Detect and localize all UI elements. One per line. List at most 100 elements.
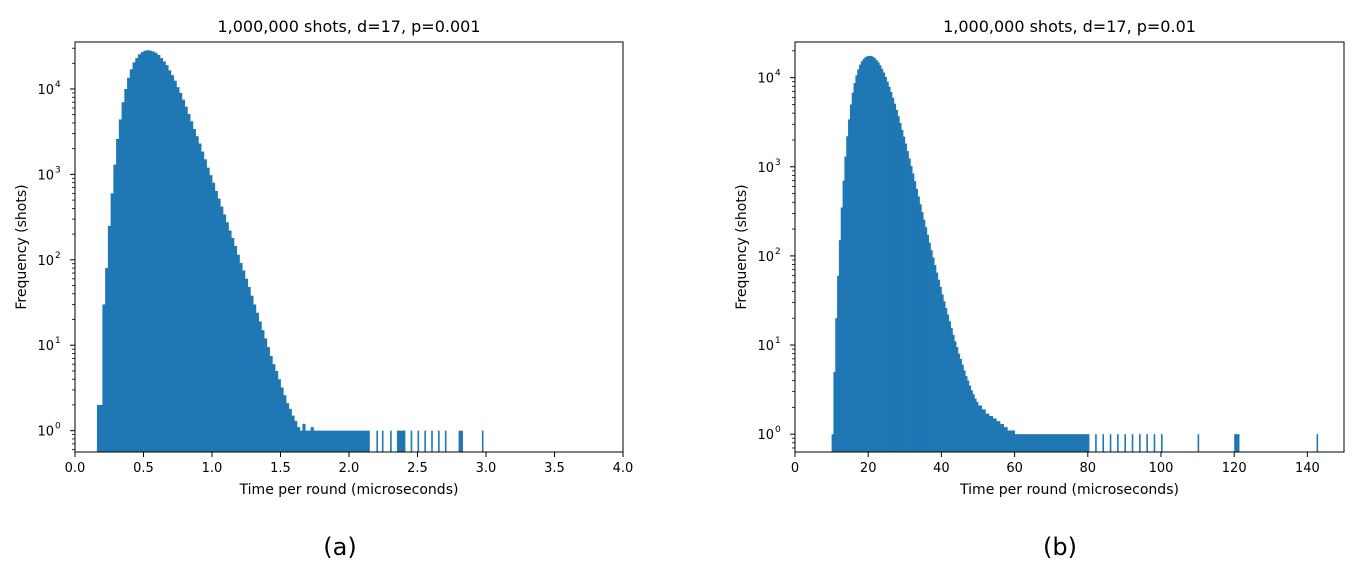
histogram-bar	[261, 330, 265, 452]
histogram-bar	[870, 55, 873, 453]
y-tick-label: 10	[757, 428, 774, 443]
histogram-bar	[897, 116, 900, 452]
histogram-bar	[324, 430, 328, 452]
panel-caption: (a)	[323, 533, 356, 561]
x-axis-label: Time per round (microseconds)	[959, 482, 1179, 498]
histogram-bar	[129, 69, 133, 452]
x-axis-label: Time per round (microseconds)	[239, 482, 459, 498]
histogram-bar	[190, 121, 194, 452]
x-tick-label: 2.0	[339, 461, 360, 476]
histogram-bar	[305, 430, 309, 452]
histogram-bar	[888, 86, 891, 452]
histogram-bar	[294, 420, 298, 452]
histogram-bar	[338, 430, 342, 452]
y-tick-label: 10	[757, 339, 774, 354]
histogram-bar	[952, 334, 955, 452]
histogram-bar	[917, 196, 920, 452]
histogram-bar	[868, 55, 871, 453]
histogram-bar	[959, 358, 962, 452]
histogram-bar	[866, 56, 869, 453]
histogram-bar	[357, 430, 361, 452]
histogram-bar	[154, 52, 158, 452]
histogram-bar	[258, 321, 262, 452]
histogram-bar	[140, 52, 144, 452]
panel-caption: (b)	[1043, 533, 1077, 561]
histogram-bar	[945, 308, 948, 452]
histogram-bar	[893, 103, 897, 452]
histogram-bar	[855, 75, 858, 453]
x-tick-label: 0.5	[133, 461, 154, 476]
histogram-bar	[438, 430, 440, 452]
histogram-bar	[179, 92, 183, 452]
histogram-bar	[837, 275, 840, 452]
histogram-bar	[851, 92, 854, 452]
histogram-bar	[853, 83, 856, 452]
x-tick-label: 120	[1222, 461, 1247, 476]
histogram-bar	[913, 181, 917, 452]
histogram-bar	[118, 119, 122, 453]
histogram-bar	[950, 328, 953, 452]
histogram-bar	[902, 136, 906, 452]
histogram-bar	[996, 421, 1001, 452]
histogram-bar	[168, 70, 172, 453]
histogram-bar	[1087, 434, 1090, 452]
histogram-bar	[879, 65, 882, 453]
histogram-bar	[102, 304, 106, 452]
y-tick-label: 10	[37, 168, 54, 183]
histogram-bar	[988, 415, 994, 452]
histogram-bar	[176, 87, 180, 453]
histogram-bar	[963, 370, 966, 452]
histogram-bar	[351, 430, 355, 452]
histogram-bar	[410, 430, 413, 452]
histogram-bar	[1062, 434, 1067, 452]
histogram-bar	[359, 430, 364, 452]
histogram-bar	[291, 415, 295, 452]
histogram-bar	[923, 219, 926, 452]
histogram-bar	[396, 430, 402, 452]
y-tick-label: 10	[37, 83, 54, 98]
histogram-bar	[1095, 434, 1097, 452]
x-tick-label: 0	[791, 461, 799, 476]
x-tick-label: 100	[1149, 461, 1174, 476]
histogram-bar	[107, 225, 112, 452]
histogram-bar	[376, 430, 378, 452]
histogram-bar	[343, 430, 347, 452]
histogram-bar	[381, 430, 384, 452]
histogram-bar	[1080, 434, 1085, 452]
histogram-bar	[840, 207, 843, 452]
histogram-bar	[214, 190, 218, 452]
histogram-bar	[195, 136, 199, 452]
histogram-bar	[113, 164, 117, 452]
y-axis-label: Frequency (shots)	[734, 184, 750, 309]
histogram-bar	[930, 250, 933, 452]
histogram-bar	[1036, 434, 1041, 452]
histogram-bar	[881, 68, 884, 453]
histogram-bar	[1032, 434, 1037, 452]
histogram-bar	[110, 193, 114, 452]
histogram-bars	[831, 55, 1319, 453]
histogram-bar	[203, 159, 207, 452]
y-tick-exponent: 4	[55, 80, 61, 90]
histogram-bar	[978, 405, 983, 452]
histogram-bar	[481, 430, 484, 452]
histogram-bar	[1109, 434, 1112, 452]
histogram-bar	[354, 430, 358, 452]
histogram-bar	[403, 430, 406, 452]
histogram-bar	[948, 321, 951, 452]
histogram-bar	[335, 430, 339, 452]
histogram-bar	[255, 312, 259, 452]
histogram-bar	[222, 214, 227, 452]
histogram-bar	[937, 279, 940, 452]
histogram-bar	[961, 364, 964, 452]
histogram-bar	[908, 158, 911, 452]
histogram-bar	[890, 92, 893, 453]
histogram-bar	[1054, 434, 1059, 452]
histogram-bar	[1065, 434, 1070, 452]
histogram-bar	[835, 318, 838, 452]
histogram-bar	[181, 99, 185, 453]
histogram-bar	[296, 427, 301, 452]
histogram-bar	[302, 423, 306, 452]
chart-title: 1,000,000 shots, d=17, p=0.01	[943, 17, 1196, 36]
histogram-bar	[236, 254, 240, 452]
